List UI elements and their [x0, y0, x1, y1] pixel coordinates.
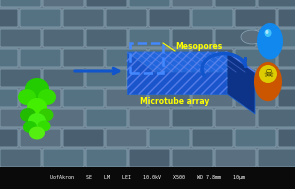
FancyBboxPatch shape: [192, 129, 233, 147]
FancyBboxPatch shape: [129, 69, 170, 87]
FancyBboxPatch shape: [86, 69, 127, 87]
FancyBboxPatch shape: [149, 89, 190, 107]
FancyBboxPatch shape: [106, 129, 147, 147]
FancyBboxPatch shape: [149, 9, 190, 27]
Polygon shape: [254, 62, 282, 101]
FancyBboxPatch shape: [235, 9, 276, 27]
FancyBboxPatch shape: [235, 129, 276, 147]
FancyBboxPatch shape: [235, 89, 276, 107]
FancyBboxPatch shape: [129, 29, 170, 47]
Circle shape: [259, 65, 277, 83]
FancyBboxPatch shape: [0, 149, 41, 167]
Bar: [32, 89, 42, 117]
FancyBboxPatch shape: [43, 29, 84, 47]
FancyBboxPatch shape: [86, 149, 127, 167]
FancyBboxPatch shape: [192, 49, 233, 67]
FancyBboxPatch shape: [215, 69, 256, 87]
Text: Microtube array: Microtube array: [140, 97, 210, 106]
Ellipse shape: [25, 78, 49, 100]
FancyBboxPatch shape: [63, 9, 104, 27]
FancyBboxPatch shape: [192, 89, 233, 107]
Ellipse shape: [27, 98, 47, 116]
FancyBboxPatch shape: [129, 0, 170, 7]
FancyBboxPatch shape: [43, 69, 84, 87]
Polygon shape: [257, 23, 283, 59]
Text: ☠: ☠: [263, 69, 273, 79]
Ellipse shape: [39, 108, 53, 122]
Ellipse shape: [20, 108, 36, 122]
FancyBboxPatch shape: [0, 49, 18, 67]
FancyBboxPatch shape: [215, 0, 256, 7]
Bar: [0, 167, 295, 189]
Polygon shape: [127, 52, 255, 72]
Ellipse shape: [23, 121, 37, 133]
FancyBboxPatch shape: [258, 29, 295, 47]
FancyBboxPatch shape: [106, 9, 147, 27]
Bar: [130, 43, 163, 73]
FancyBboxPatch shape: [86, 29, 127, 47]
Text: UofAkron    SE    LM    LEI    10.0kV    X500    WD 7.8mm    10μm: UofAkron SE LM LEI 10.0kV X500 WD 7.8mm …: [50, 176, 245, 180]
Polygon shape: [227, 52, 255, 114]
FancyBboxPatch shape: [63, 49, 104, 67]
FancyBboxPatch shape: [0, 0, 41, 7]
Ellipse shape: [18, 89, 36, 105]
FancyBboxPatch shape: [0, 29, 41, 47]
FancyBboxPatch shape: [106, 49, 147, 67]
Ellipse shape: [38, 89, 56, 105]
Ellipse shape: [265, 29, 271, 37]
FancyBboxPatch shape: [278, 9, 295, 27]
FancyBboxPatch shape: [172, 29, 213, 47]
FancyBboxPatch shape: [43, 149, 84, 167]
FancyBboxPatch shape: [43, 109, 84, 127]
Ellipse shape: [37, 121, 50, 132]
FancyBboxPatch shape: [63, 129, 104, 147]
FancyBboxPatch shape: [278, 49, 295, 67]
FancyBboxPatch shape: [43, 0, 84, 7]
FancyBboxPatch shape: [192, 9, 233, 27]
FancyBboxPatch shape: [63, 89, 104, 107]
Ellipse shape: [29, 126, 45, 139]
FancyBboxPatch shape: [235, 49, 276, 67]
Ellipse shape: [266, 30, 268, 34]
FancyBboxPatch shape: [258, 149, 295, 167]
FancyBboxPatch shape: [278, 129, 295, 147]
FancyBboxPatch shape: [172, 69, 213, 87]
FancyBboxPatch shape: [172, 149, 213, 167]
FancyBboxPatch shape: [258, 0, 295, 7]
FancyBboxPatch shape: [215, 29, 256, 47]
FancyBboxPatch shape: [0, 89, 18, 107]
Ellipse shape: [28, 113, 46, 129]
FancyBboxPatch shape: [215, 149, 256, 167]
FancyBboxPatch shape: [0, 109, 41, 127]
FancyBboxPatch shape: [129, 149, 170, 167]
FancyBboxPatch shape: [86, 0, 127, 7]
Text: Mesopores: Mesopores: [175, 42, 222, 51]
FancyBboxPatch shape: [20, 49, 61, 67]
Polygon shape: [127, 52, 227, 94]
FancyBboxPatch shape: [20, 9, 61, 27]
FancyBboxPatch shape: [0, 69, 41, 87]
FancyBboxPatch shape: [258, 69, 295, 87]
Ellipse shape: [241, 30, 263, 44]
FancyBboxPatch shape: [278, 89, 295, 107]
FancyBboxPatch shape: [0, 129, 18, 147]
FancyBboxPatch shape: [20, 89, 61, 107]
FancyBboxPatch shape: [106, 89, 147, 107]
FancyBboxPatch shape: [172, 109, 213, 127]
FancyBboxPatch shape: [149, 129, 190, 147]
FancyBboxPatch shape: [215, 109, 256, 127]
FancyBboxPatch shape: [172, 0, 213, 7]
FancyBboxPatch shape: [0, 9, 18, 27]
FancyBboxPatch shape: [86, 109, 127, 127]
FancyBboxPatch shape: [149, 49, 190, 67]
FancyBboxPatch shape: [20, 129, 61, 147]
FancyBboxPatch shape: [258, 109, 295, 127]
FancyBboxPatch shape: [129, 109, 170, 127]
